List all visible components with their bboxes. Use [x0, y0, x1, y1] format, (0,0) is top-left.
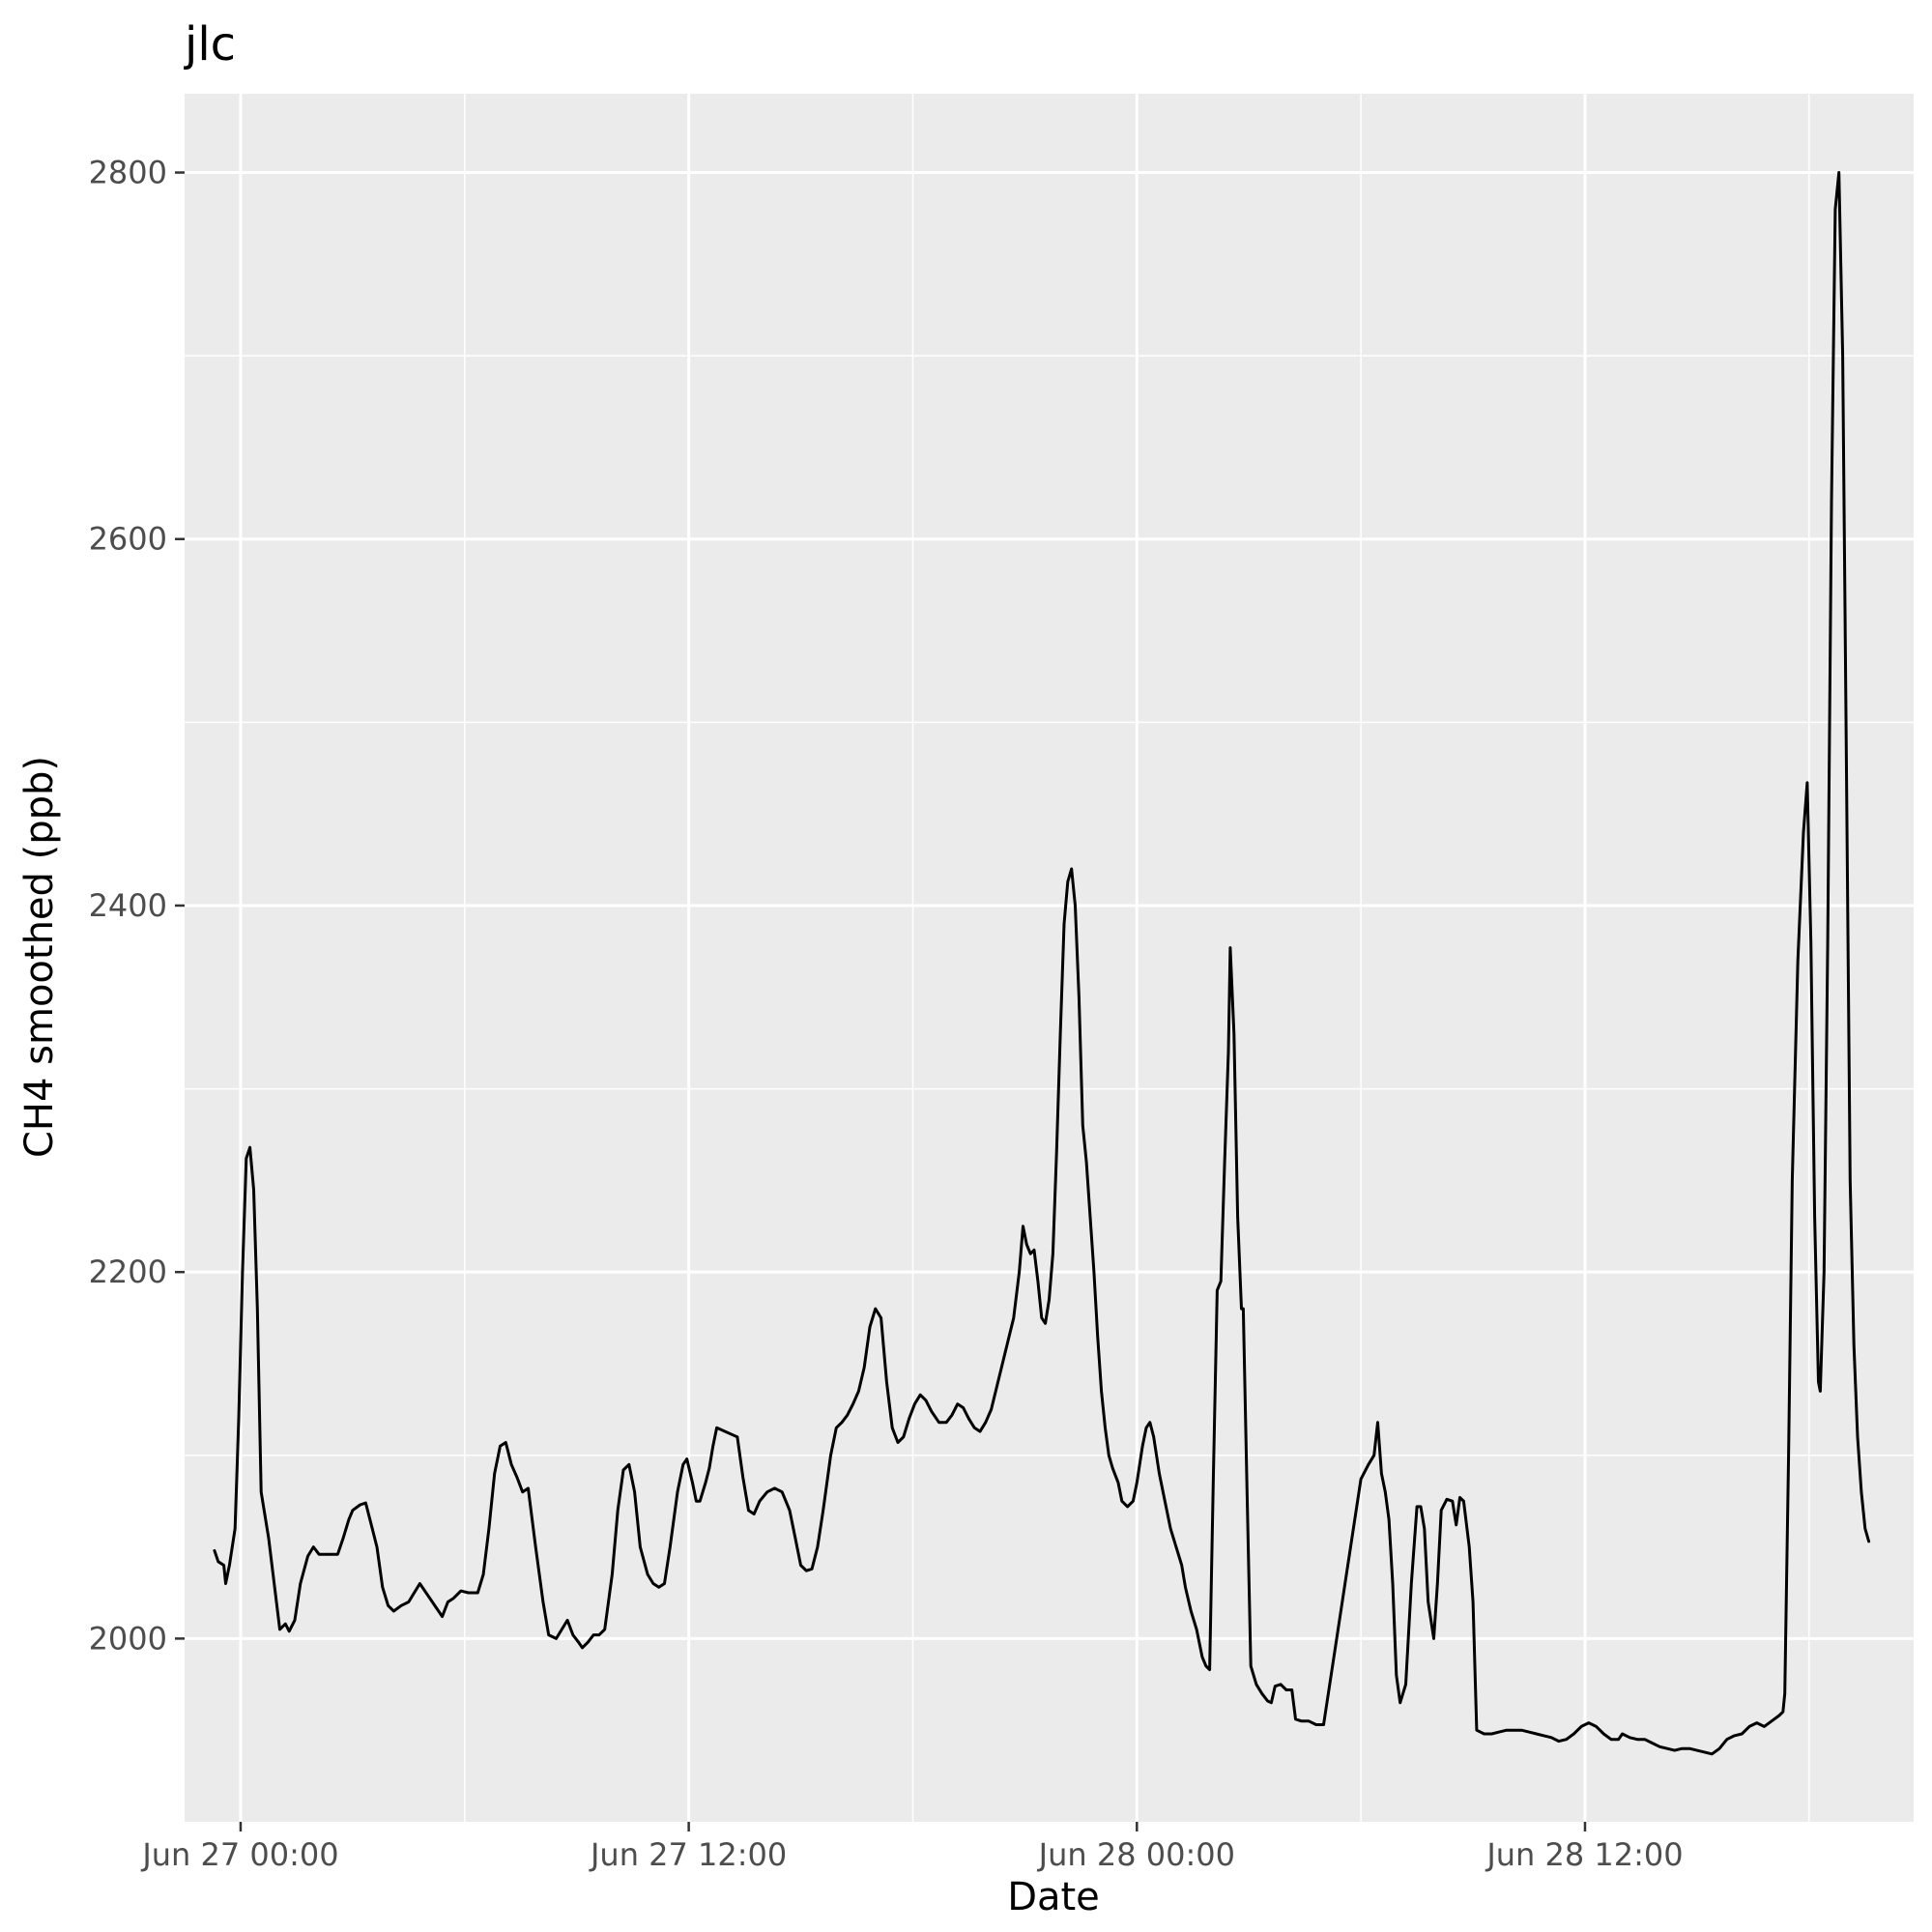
x-tick-label: Jun 27 12:00	[589, 1836, 787, 1873]
y-axis-title: CH4 smoothed (ppb)	[17, 756, 62, 1158]
y-axis: 2000 2200 2400 2600 2800	[89, 155, 185, 1657]
y-tick-label: 2400	[89, 887, 167, 924]
y-tick-label: 2200	[89, 1254, 167, 1290]
y-tick-label: 2000	[89, 1620, 167, 1657]
series-layer	[213, 171, 1871, 1756]
chart-title: jlc	[184, 17, 236, 72]
panel-background	[185, 94, 1914, 1822]
y-tick-label: 2600	[89, 521, 167, 558]
series-line-0	[213, 171, 1871, 1756]
x-tick-label: Jun 28 12:00	[1485, 1836, 1683, 1873]
x-tick-label: Jun 28 00:00	[1037, 1836, 1235, 1873]
x-tick-label: Jun 27 00:00	[140, 1836, 338, 1873]
x-axis: Jun 27 00:00 Jun 27 12:00 Jun 28 00:00 Jun …	[140, 1822, 1684, 1873]
x-axis-title: Date	[1007, 1875, 1100, 1919]
y-tick-label: 2800	[89, 155, 167, 191]
plot-panel	[185, 94, 1914, 1822]
